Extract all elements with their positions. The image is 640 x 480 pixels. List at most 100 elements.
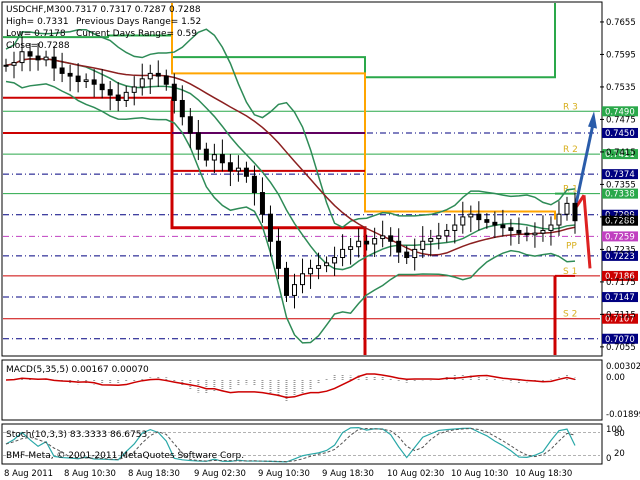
- candle-body: [251, 175, 257, 194]
- pivot-point-label: PP: [566, 241, 577, 251]
- candle-body: [131, 86, 137, 93]
- candle-body: [195, 132, 201, 150]
- macd-label: MACD(5,35,5) 0.00167 0.00070: [6, 365, 149, 375]
- candle-body: [556, 213, 562, 226]
- time-label-4: 9 Aug 10:30: [258, 469, 310, 479]
- candle-body: [540, 229, 546, 234]
- level-price-tag: [602, 106, 638, 117]
- candle-body: [396, 240, 402, 253]
- close-label: Close=0.7288: [6, 41, 70, 51]
- candle-body: [187, 116, 193, 134]
- candle-body: [476, 213, 482, 221]
- candle-body: [219, 154, 225, 164]
- level-price-text: 0.7186: [605, 272, 635, 282]
- candle-body: [3, 64, 9, 67]
- candle-body: [19, 51, 25, 64]
- candle-body: [179, 99, 185, 118]
- level-price-tag: [602, 188, 638, 199]
- moving-average-line: [5, 58, 576, 256]
- candle-body: [27, 51, 33, 57]
- candle-body: [444, 229, 450, 237]
- candle-body: [548, 224, 554, 231]
- level-price-text: 0.7070: [605, 335, 635, 345]
- candle-body: [468, 213, 474, 218]
- current-days-range-label: Current Days Range= 0.59: [76, 29, 197, 39]
- candle-body: [227, 162, 233, 172]
- price-tick-label: 0.7175: [606, 278, 636, 288]
- price-tick-label: 0.7655: [606, 18, 636, 28]
- time-label-1: 8 Aug 10:30: [64, 469, 116, 479]
- candle-body: [91, 79, 97, 85]
- level-price-tag: [602, 250, 638, 261]
- level-name-label: S 1: [563, 267, 577, 277]
- candle-body: [484, 219, 490, 223]
- stoch-signal-line: [5, 428, 576, 463]
- level-price-tag: [602, 127, 638, 138]
- price-tick-label: 0.7295: [606, 213, 636, 223]
- candle-body: [155, 72, 161, 77]
- candle-body: [211, 154, 217, 161]
- candle-body: [75, 75, 81, 83]
- candle-body: [316, 265, 322, 269]
- candle-body: [524, 232, 530, 236]
- candle-body: [43, 56, 49, 61]
- level-price-tag: [602, 231, 638, 242]
- candle-body: [500, 224, 506, 229]
- candle-body: [308, 267, 314, 275]
- stoch-tick-20: 20: [614, 449, 625, 459]
- candle-body: [372, 238, 378, 245]
- price-tick-label: 0.7115: [606, 310, 636, 320]
- candle-body: [564, 202, 570, 215]
- candle-body: [51, 56, 57, 69]
- candle-body: [428, 238, 434, 242]
- candle-body: [139, 78, 145, 88]
- candle-body: [412, 248, 418, 259]
- time-label-7: 10 Aug 10:30: [451, 469, 508, 479]
- time-label-5: 9 Aug 18:30: [322, 469, 374, 479]
- low-label: Low= 0.7178: [6, 29, 66, 39]
- candle-body: [492, 221, 498, 226]
- candle-body: [147, 72, 153, 80]
- candle-body: [460, 216, 466, 226]
- stoch-label: Stoch(10,3,3) 83.3333 86.6753: [6, 430, 147, 440]
- price-tick-label: 0.7475: [606, 115, 636, 125]
- main-price-panel[interactable]: [1, 1, 603, 357]
- candle-body: [516, 229, 522, 234]
- candle-body: [267, 213, 273, 242]
- candle-body: [356, 240, 362, 248]
- candle-body: [300, 273, 306, 286]
- candle-body: [572, 202, 578, 222]
- stoch-panel[interactable]: [1, 423, 603, 465]
- price-tick-label: 0.7595: [606, 50, 636, 60]
- time-label-2: 8 Aug 18:30: [128, 469, 180, 479]
- level-price-tag: [602, 333, 638, 344]
- candle-body: [348, 246, 354, 250]
- day-high-line: [3, 34, 172, 39]
- candle-body: [115, 94, 121, 101]
- copyright-label: BMF-Meta, © 2001-2011 MetaQuotes Softwar…: [6, 451, 244, 461]
- candle-body: [364, 240, 370, 245]
- level-price-text: 0.7411: [605, 150, 635, 160]
- macd-tick-zero: 0.00: [606, 373, 625, 383]
- candle-body: [275, 240, 281, 269]
- level-price-text: 0.7259: [605, 232, 635, 242]
- candle-body: [235, 167, 241, 172]
- candle-body: [452, 224, 458, 231]
- arrow-down-icon: [582, 195, 592, 269]
- level-price-tag: [602, 209, 638, 220]
- arrow-up-icon: [588, 111, 597, 129]
- candle-body: [436, 235, 442, 240]
- prev-days-range-label: Previous Days Range= 1.52: [76, 17, 201, 27]
- stoch-tick-100: 100: [606, 425, 622, 435]
- time-label-3: 9 Aug 02:30: [194, 469, 246, 479]
- candle-body: [99, 83, 105, 91]
- candle-body: [163, 75, 169, 85]
- level-price-text: 0.7450: [605, 129, 635, 139]
- candle-body: [532, 232, 538, 236]
- macd-tick-top: 0.00302: [606, 362, 640, 372]
- candle-body: [259, 192, 265, 215]
- current-price-text: 0.7288: [605, 217, 635, 227]
- candle-body: [340, 248, 346, 259]
- candle-body: [203, 148, 209, 161]
